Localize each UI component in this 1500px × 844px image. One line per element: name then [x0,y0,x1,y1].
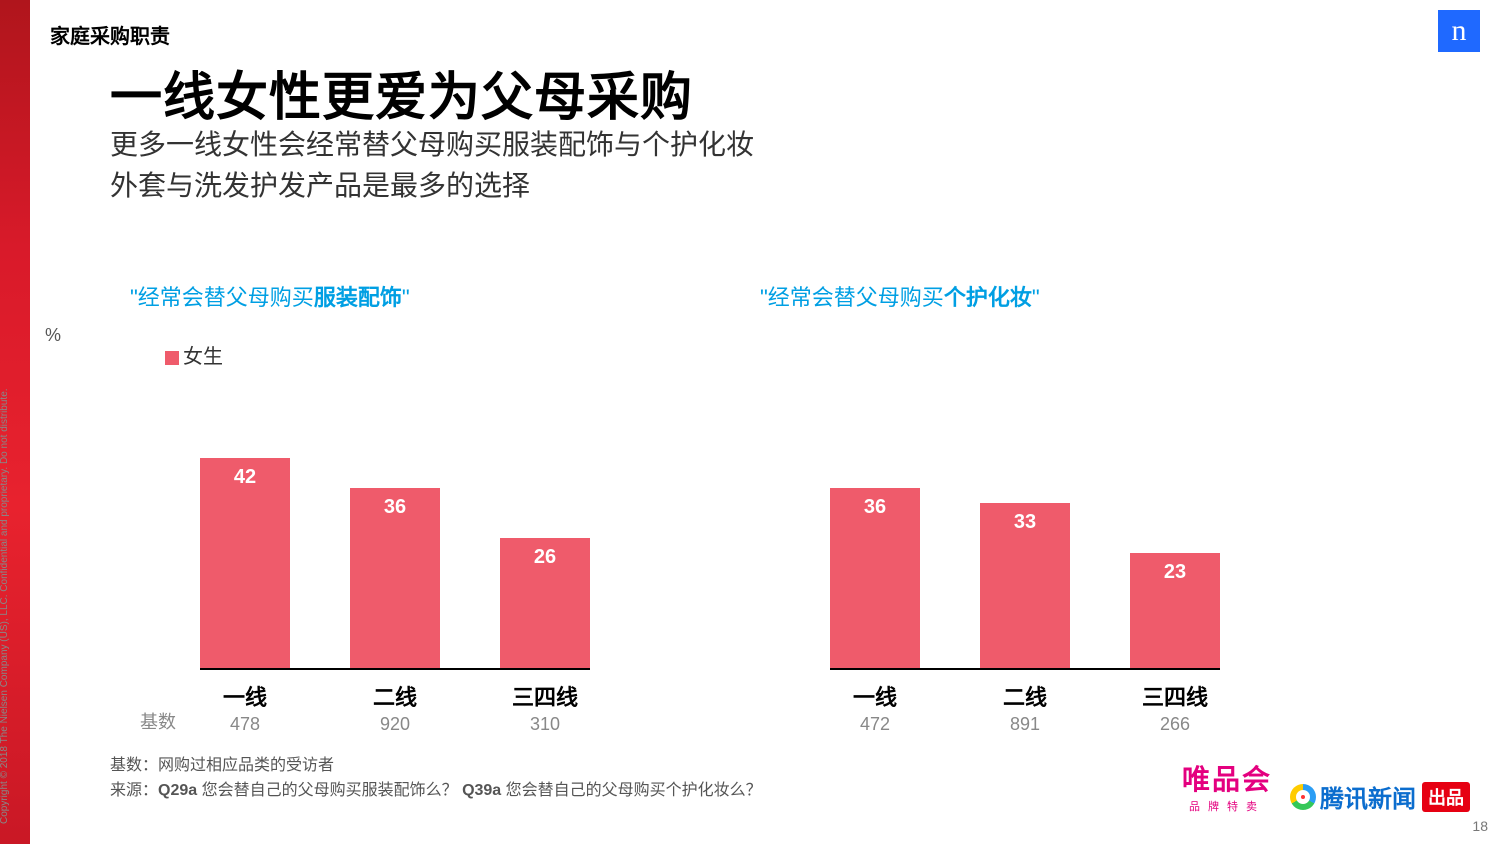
chart-left-title-prefix: "经常会替父母购买 [130,285,314,310]
tencent-text: 腾讯新闻 [1320,779,1416,814]
chart-left-title-suffix: " [402,285,410,310]
bar-col: 42 [200,458,290,668]
chart-left-labels: 一线478 二线920 三四线310 [200,670,590,735]
page-title: 一线女性更爱为父母采购 [110,55,693,130]
bar-col: 26 [500,538,590,668]
chart-right-title-bold: 个护化妆 [944,285,1032,310]
bar-value: 23 [1130,561,1220,584]
base-row-label-left: 基数 [140,708,176,734]
chart-left-title-bold: 服装配饰 [314,285,402,310]
bar: 26 [500,538,590,668]
footnote-source: 来源：Q29a 您会替自己的父母购买服装配饰么？ Q39a 您会替自己的父母购买… [110,778,762,804]
base-value: 478 [200,714,290,735]
bar: 36 [350,488,440,668]
chart-left-bars: 42 36 26 [200,420,590,670]
page-number: 18 [1472,818,1488,834]
bar-col: 36 [350,488,440,668]
bar-value: 36 [830,496,920,519]
bar: 36 [830,488,920,668]
footnote-base-text: 网购过相应品类的受访者 [158,757,334,774]
q1-text: 您会替自己的父母购买服装配饰么？ [197,782,462,799]
base-value: 266 [1130,714,1220,735]
vip-logo-sub: 品牌特卖 [1182,798,1272,814]
nielsen-logo-icon: n [1438,10,1480,52]
bar-col: 36 [830,488,920,668]
q2-code: Q39a [462,782,501,799]
footnote-base: 基数：网购过相应品类的受访者 [110,753,762,779]
chupin-badge: 出品 [1422,782,1470,812]
subtitle-line-1: 更多一线女性会经常替父母购买服装配饰与个护化妆 [110,125,754,166]
chart-right: 36 33 23 一线472 二线891 三四线266 [830,420,1220,735]
chart-right-title: "经常会替父母购买个护化妆" [760,280,1040,312]
chart-right-labels: 一线472 二线891 三四线266 [830,670,1220,735]
chart-right-title-prefix: "经常会替父母购买 [760,285,944,310]
slide-root: Copyright © 2018 The Nielsen Company (US… [0,0,1500,844]
subtitle-line-2: 外套与洗发护发产品是最多的选择 [110,166,754,207]
category-label: 二线 [980,680,1070,712]
legend-label: 女生 [183,346,223,368]
bar-value: 33 [980,511,1070,534]
category-label: 三四线 [500,680,590,712]
base-value: 310 [500,714,590,735]
tencent-logo: 腾讯新闻 出品 [1290,779,1470,814]
section-tag: 家庭采购职责 [50,20,170,49]
bar: 33 [980,503,1070,668]
percent-symbol: % [45,325,61,346]
bar-value: 42 [200,466,290,489]
footnote: 基数：网购过相应品类的受访者 来源：Q29a 您会替自己的父母购买服装配饰么？ … [110,753,762,804]
tencent-icon [1290,784,1316,810]
category-label: 二线 [350,680,440,712]
bar: 23 [1130,553,1220,668]
legend: 女生 [165,340,223,369]
bar-col: 33 [980,503,1070,668]
base-value: 920 [350,714,440,735]
legend-swatch [165,351,179,365]
copyright-text: Copyright © 2018 The Nielsen Company (US… [0,388,10,824]
partner-logos: 唯品会 品牌特卖 腾讯新闻 出品 [1182,758,1470,814]
vip-logo-main: 唯品会 [1182,758,1272,798]
chart-right-title-suffix: " [1032,285,1040,310]
base-value: 472 [830,714,920,735]
footnote-base-label: 基数： [110,757,158,774]
category-label: 一线 [200,680,290,712]
chart-right-bars: 36 33 23 [830,420,1220,670]
vip-logo: 唯品会 品牌特卖 [1182,758,1272,814]
category-label: 三四线 [1130,680,1220,712]
q1-code: Q29a [158,782,197,799]
chart-left-title: "经常会替父母购买服装配饰" [130,280,410,312]
chart-left: 42 36 26 一线478 二线920 三四线310 [200,420,590,735]
bar: 42 [200,458,290,668]
footnote-source-label: 来源： [110,782,158,799]
bar-col: 23 [1130,553,1220,668]
category-label: 一线 [830,680,920,712]
q2-text: 您会替自己的父母购买个护化妆么？ [501,782,761,799]
bar-value: 26 [500,546,590,569]
subtitle: 更多一线女性会经常替父母购买服装配饰与个护化妆 外套与洗发护发产品是最多的选择 [110,125,754,206]
bar-value: 36 [350,496,440,519]
base-value: 891 [980,714,1070,735]
